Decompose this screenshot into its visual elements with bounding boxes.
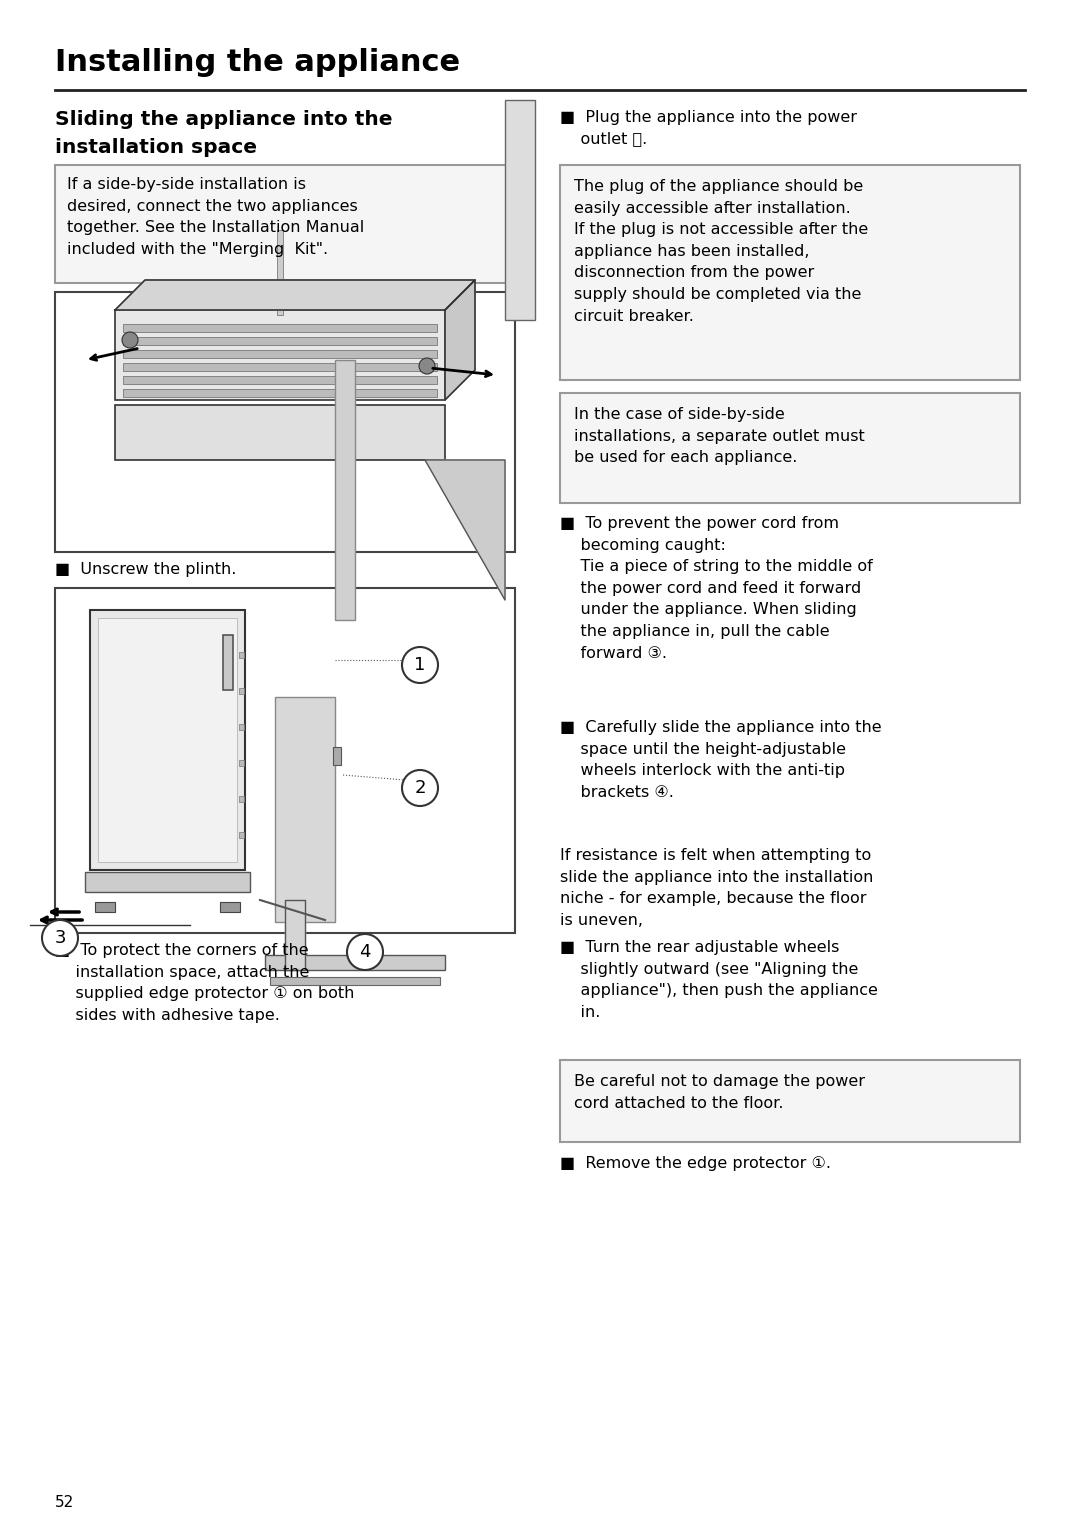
Text: ■  Turn the rear adjustable wheels
    slightly outward (see "Aligning the
    a: ■ Turn the rear adjustable wheels slight… bbox=[561, 940, 878, 1020]
Bar bbox=[114, 310, 445, 401]
Circle shape bbox=[42, 920, 78, 956]
Text: In the case of side-by-side
installations, a separate outlet must
be used for ea: In the case of side-by-side installation… bbox=[573, 407, 865, 465]
Bar bbox=[123, 324, 437, 332]
Text: installation space: installation space bbox=[55, 138, 257, 157]
Circle shape bbox=[122, 332, 138, 349]
Bar bbox=[333, 748, 341, 764]
Bar bbox=[95, 902, 114, 911]
Bar bbox=[561, 1060, 1020, 1142]
Bar bbox=[123, 388, 437, 398]
Text: The plug of the appliance should be
easily accessible after installation.
If the: The plug of the appliance should be easi… bbox=[573, 179, 868, 324]
Bar bbox=[239, 760, 244, 766]
Circle shape bbox=[419, 358, 435, 375]
Bar bbox=[114, 602, 505, 619]
Bar bbox=[55, 589, 515, 933]
Bar bbox=[561, 165, 1020, 381]
Bar bbox=[239, 832, 244, 838]
Circle shape bbox=[347, 934, 383, 969]
Bar bbox=[55, 165, 515, 283]
Text: ■  Unscrew the plinth.: ■ Unscrew the plinth. bbox=[55, 563, 237, 576]
Bar bbox=[123, 336, 437, 346]
Circle shape bbox=[402, 647, 438, 683]
Bar bbox=[55, 292, 515, 552]
Bar bbox=[276, 229, 283, 315]
Bar bbox=[270, 977, 440, 985]
Text: ■  To protect the corners of the
    installation space, attach the
    supplied: ■ To protect the corners of the installa… bbox=[55, 943, 354, 1023]
Polygon shape bbox=[426, 460, 505, 599]
Text: 52: 52 bbox=[55, 1495, 75, 1511]
Bar bbox=[335, 359, 355, 619]
Text: ■  Remove the edge protector ①.: ■ Remove the edge protector ①. bbox=[561, 1156, 831, 1171]
Text: ■  Plug the appliance into the power
    outlet Ⓐ.: ■ Plug the appliance into the power outl… bbox=[561, 110, 858, 147]
Bar bbox=[239, 651, 244, 657]
Bar bbox=[98, 618, 237, 862]
Bar bbox=[123, 350, 437, 358]
Bar bbox=[220, 902, 240, 911]
Bar bbox=[123, 362, 437, 372]
Bar bbox=[239, 688, 244, 694]
Bar bbox=[85, 872, 249, 891]
Bar bbox=[505, 99, 535, 320]
Bar bbox=[265, 956, 445, 969]
Text: Be careful not to damage the power
cord attached to the floor.: Be careful not to damage the power cord … bbox=[573, 1073, 865, 1110]
Bar bbox=[123, 376, 437, 384]
Bar bbox=[275, 697, 335, 922]
Text: 2: 2 bbox=[415, 778, 426, 797]
Text: 1: 1 bbox=[415, 656, 426, 674]
Text: If resistance is felt when attempting to
slide the appliance into the installati: If resistance is felt when attempting to… bbox=[561, 849, 874, 928]
Polygon shape bbox=[445, 280, 475, 401]
Bar bbox=[239, 797, 244, 803]
Bar bbox=[90, 610, 245, 870]
Circle shape bbox=[402, 771, 438, 806]
Text: Sliding the appliance into the: Sliding the appliance into the bbox=[55, 110, 392, 128]
Text: If a side-by-side installation is
desired, connect the two appliances
together. : If a side-by-side installation is desire… bbox=[67, 177, 364, 257]
Text: ■  To prevent the power cord from
    becoming caught:
    Tie a piece of string: ■ To prevent the power cord from becomin… bbox=[561, 515, 873, 661]
Polygon shape bbox=[285, 901, 305, 969]
Bar bbox=[561, 393, 1020, 503]
Text: 4: 4 bbox=[360, 943, 370, 962]
Text: Installing the appliance: Installing the appliance bbox=[55, 47, 460, 76]
Text: 3: 3 bbox=[54, 930, 66, 946]
Polygon shape bbox=[114, 280, 475, 310]
Text: ■  Carefully slide the appliance into the
    space until the height-adjustable
: ■ Carefully slide the appliance into the… bbox=[561, 720, 881, 800]
Bar bbox=[222, 635, 233, 690]
Bar bbox=[239, 725, 244, 729]
Bar bbox=[114, 405, 445, 460]
